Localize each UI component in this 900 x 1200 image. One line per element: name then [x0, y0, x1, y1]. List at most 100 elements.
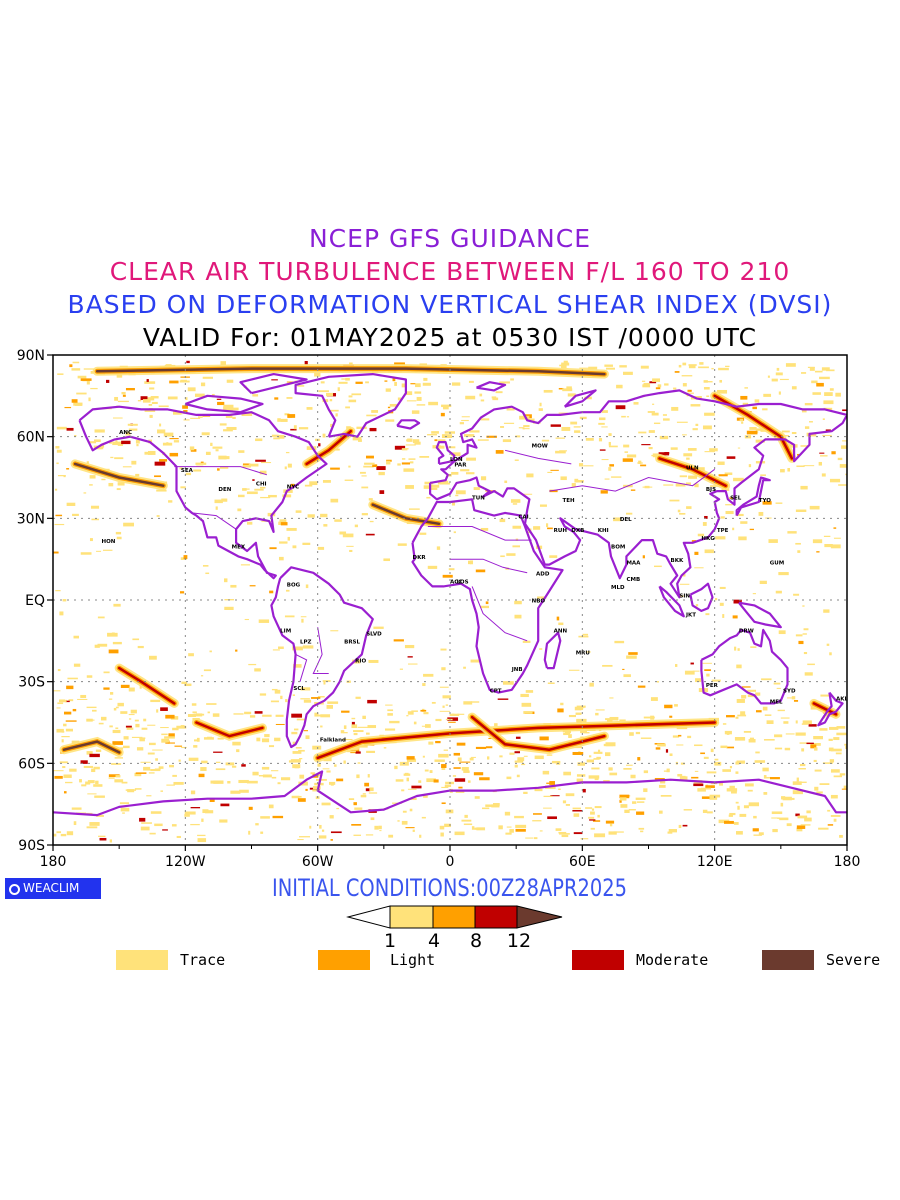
x-tick-label: 120E: [697, 854, 733, 870]
y-tick-label: 90S: [18, 838, 45, 854]
station-label: MEL: [770, 699, 783, 705]
station-label: PER: [706, 683, 719, 689]
colorbar-tick: 8: [469, 930, 483, 952]
station-label: GUM: [770, 561, 784, 567]
y-tick-label: 30S: [18, 675, 45, 691]
station-label: BRSL: [344, 640, 360, 646]
x-tick-label: 120W: [165, 854, 206, 870]
station-label: CPT: [490, 689, 502, 695]
station-label: Falkland: [320, 738, 346, 744]
station-label: KHI: [598, 528, 609, 534]
colorbar-segment: [474, 905, 518, 929]
station-label: TYO: [759, 498, 772, 504]
station-label: BOG: [287, 582, 301, 588]
initial-conditions: INITIAL CONDITIONS:00Z28APR2025: [272, 874, 627, 902]
station-label: TEH: [562, 498, 575, 504]
legend-label-moderate: Moderate: [636, 951, 709, 969]
station-label: LPZ: [300, 640, 312, 646]
station-label: DEN: [218, 487, 231, 493]
station-label: MEX: [232, 544, 246, 550]
legend-swatch-moderate: [572, 950, 624, 970]
colorbar-segment: [432, 905, 476, 929]
station-label: DEL: [620, 517, 632, 523]
country-borders: [174, 449, 715, 682]
station-label: LOS: [457, 580, 469, 586]
station-label: JKT: [685, 612, 696, 618]
station-label: SYD: [783, 689, 796, 695]
station-label: PAR: [454, 463, 467, 469]
logo-text: WEACLIM: [23, 881, 80, 895]
coastlines: [53, 373, 847, 817]
jet-streaks: [59, 364, 841, 763]
colorbar-under-arrow: [346, 905, 391, 929]
station-label: SEA: [181, 468, 194, 474]
legend-swatch-severe: [762, 950, 814, 970]
station-label: CHI: [256, 482, 267, 488]
x-tick-label: 180: [834, 854, 861, 870]
legend-swatch-light: [318, 950, 370, 970]
colorbar-tick: 1: [383, 930, 397, 952]
station-label: NYC: [287, 484, 299, 490]
station-label: ACC: [450, 580, 462, 586]
station-label: JNB: [511, 667, 523, 673]
station-label: ADD: [536, 572, 550, 578]
y-tick-label: 60N: [17, 430, 45, 446]
station-label: ANN: [554, 629, 568, 635]
station-label: BKK: [671, 558, 684, 564]
title-product: CLEAR AIR TURBULENCE BETWEEN F/L 160 TO …: [109, 257, 791, 286]
station-label: DRW: [739, 629, 754, 635]
colorbar-tick: 4: [427, 930, 441, 952]
station-label: LIM: [280, 629, 291, 635]
colorbar: [346, 905, 563, 929]
station-label: HKG: [701, 536, 715, 542]
title-valid-time: VALID For: 01MAY2025 at 0530 IST /0000 U…: [142, 323, 758, 352]
station-label: MLD: [611, 585, 625, 591]
y-tick-label: 30N: [17, 511, 45, 527]
weaclim-logo: WEACLIM: [5, 878, 101, 899]
station-label: ULN: [686, 465, 699, 471]
station-label: CAI: [518, 514, 528, 520]
station-labels: ANC SEA DEN CHI NYC MEX HON BOG LIM SCL RIO BRSL SLV…: [102, 430, 849, 744]
station-label: TPE: [717, 528, 729, 534]
map-plot-area: ANC SEA DEN CHI NYC MEX HON BOG LIM SCL RIO BRSL SLV…: [53, 355, 849, 845]
x-tick-label: 180: [40, 854, 67, 870]
legend-swatch-trace: [116, 950, 168, 970]
y-tick-label: EQ: [25, 593, 45, 609]
circle-logo-icon: [9, 884, 20, 895]
station-label: MRU: [576, 650, 590, 656]
station-label: BOM: [611, 544, 625, 550]
station-label: DXB: [571, 528, 584, 534]
x-tick-label: 0: [446, 854, 455, 870]
station-label: TUN: [472, 495, 485, 501]
station-label: SIN: [679, 593, 690, 599]
station-label: RIO: [355, 659, 366, 665]
station-label: MAA: [626, 561, 641, 567]
x-tick-label: 60W: [302, 854, 334, 870]
station-label: SLVD: [366, 631, 382, 637]
station-label: NBO: [532, 599, 546, 605]
colorbar-segment: [389, 905, 434, 929]
station-label: CMB: [626, 577, 640, 583]
legend-label-light: Light: [390, 951, 436, 969]
station-label: SEL: [730, 495, 742, 501]
station-label: LON: [450, 457, 463, 463]
station-label: HON: [102, 539, 116, 545]
colorbar-over-arrow: [516, 905, 563, 929]
legend-label-severe: Severe: [826, 951, 881, 969]
y-tick-label: 90N: [17, 348, 45, 364]
y-tick-label: 60S: [18, 756, 45, 772]
station-label: AKL: [836, 697, 849, 703]
x-tick-label: 60E: [569, 854, 596, 870]
title-guidance: NCEP GFS GUIDANCE: [308, 224, 591, 253]
colorbar-tick: 12: [506, 930, 532, 952]
station-label: RUH: [554, 528, 568, 534]
station-label: DKR: [413, 555, 427, 561]
station-label: MOW: [532, 444, 548, 450]
station-label: BJS: [706, 487, 716, 493]
gridlines: [53, 355, 847, 845]
legend-label-trace: Trace: [180, 951, 226, 969]
station-label: ANC: [119, 430, 132, 436]
station-label: SCL: [293, 686, 305, 692]
title-method: BASED ON DEFORMATION VERTICAL SHEAR INDE…: [67, 290, 833, 319]
